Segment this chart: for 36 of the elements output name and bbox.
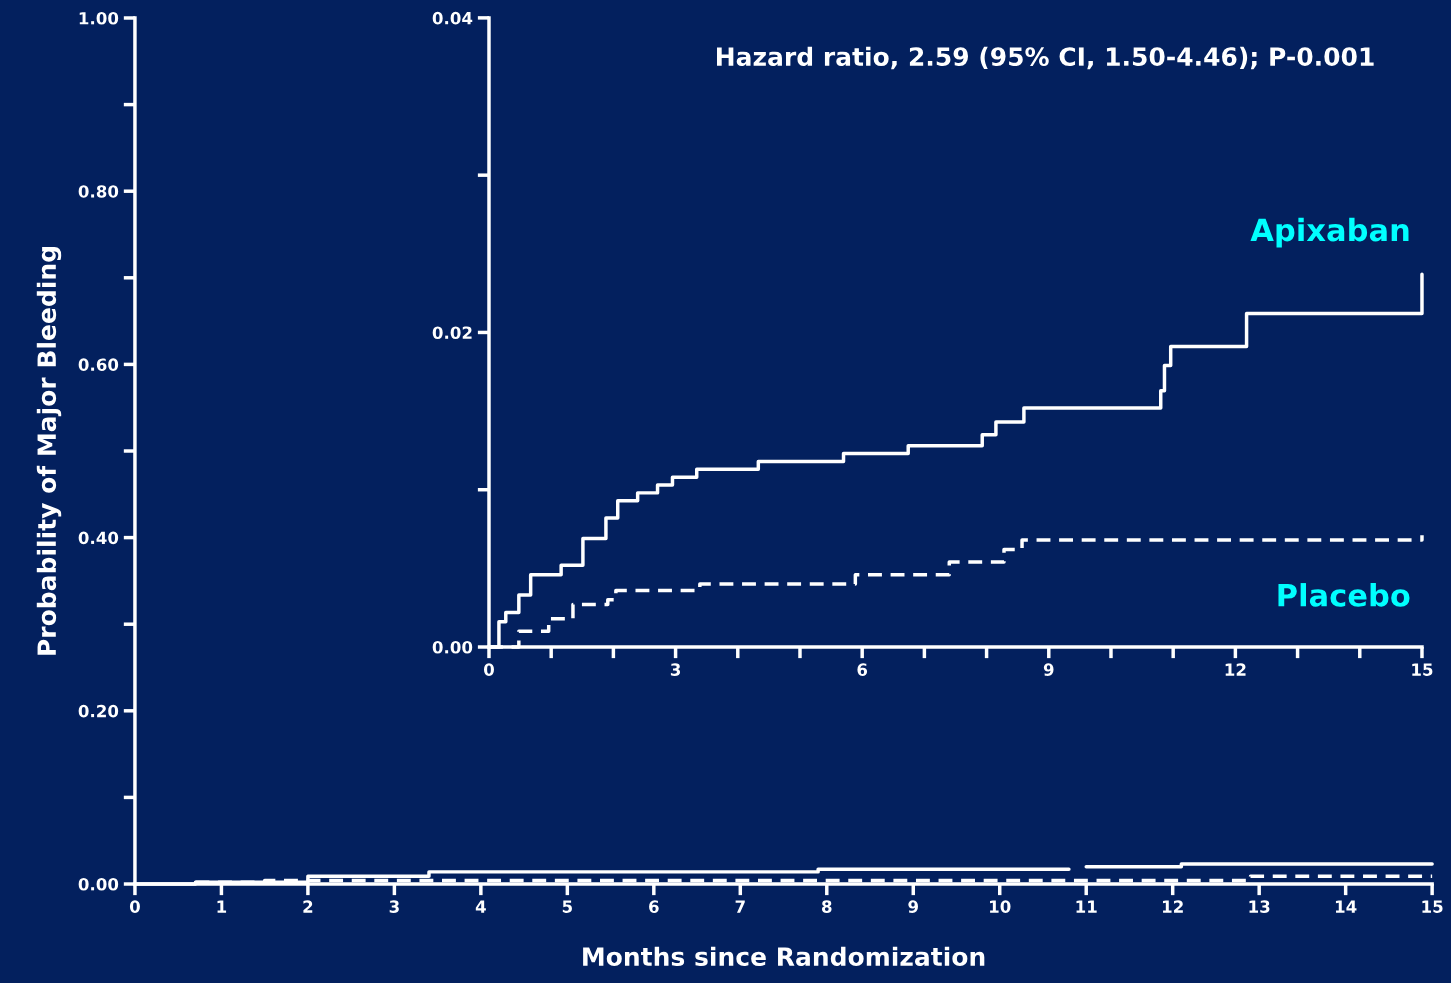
y-tick-label: 1.00 [79, 11, 119, 25]
x-tick-label: 13 [1249, 900, 1270, 913]
y-tick-label: 0.00 [78, 877, 119, 891]
y-tick-label: 0.00 [432, 640, 473, 654]
y-tick-label: 0.02 [432, 326, 472, 340]
x-tick-label: 5 [562, 900, 572, 913]
x-tick-label: 6 [857, 663, 868, 676]
x-tick-label: 15 [1412, 663, 1433, 676]
y-axis-title: Probability of Major Bleeding [36, 247, 62, 655]
x-tick-label: 11 [1076, 900, 1097, 913]
y-tick-label: 0.04 [432, 11, 473, 25]
y-tick-label: 0.80 [78, 185, 119, 198]
series-label: Placebo [1278, 583, 1410, 607]
x-tick-label: 15 [1422, 900, 1443, 913]
x-tick-label: 7 [735, 900, 745, 913]
x-tick-label: 1 [217, 900, 227, 913]
x-tick-label: 9 [908, 900, 918, 913]
x-tick-label: 0 [129, 900, 140, 913]
x-tick-label: 12 [1225, 663, 1246, 676]
x-axis-title: Months since Randomization [583, 946, 985, 967]
x-tick-label: 2 [303, 900, 313, 913]
series-label: Apixaban [1250, 217, 1409, 248]
x-tick-label: 3 [389, 900, 399, 913]
y-tick-label: 0.60 [78, 358, 119, 371]
y-tick-label: 0.20 [78, 704, 119, 718]
x-tick-label: 0 [483, 663, 494, 676]
x-tick-label: 9 [1043, 663, 1054, 676]
x-tick-label: 4 [475, 900, 486, 913]
x-tick-label: 8 [822, 900, 832, 913]
x-tick-label: 12 [1162, 900, 1183, 913]
annotation: Hazard ratio, 2.59 (95% CI, 1.50-4.46); P-0.001 [717, 46, 1374, 70]
x-tick-label: 14 [1335, 900, 1357, 913]
y-tick-label: 0.40 [78, 531, 119, 545]
x-tick-label: 3 [670, 663, 681, 676]
x-tick-label: 10 [990, 900, 1011, 913]
x-tick-label: 6 [649, 900, 659, 913]
